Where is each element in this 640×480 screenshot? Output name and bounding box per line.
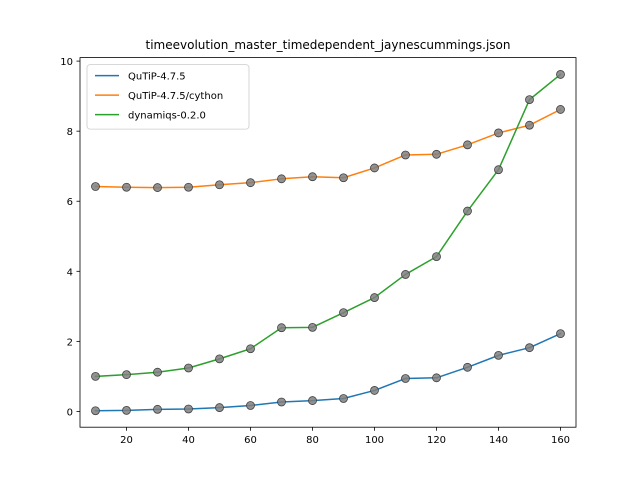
y-tick-label-3: 6 (67, 197, 73, 208)
y-tick-label-1: 2 (67, 337, 73, 348)
x-tick-label-3: 80 (306, 435, 319, 446)
data-point-0-10 (401, 374, 410, 383)
data-point-2-0 (91, 371, 100, 381)
y-tick-label-2: 4 (67, 267, 73, 278)
series-line-1 (94, 108, 562, 189)
data-point-0-8 (339, 394, 348, 403)
data-point-1-11 (432, 149, 441, 159)
data-point-2-13 (494, 165, 503, 175)
data-point-2-4 (215, 354, 224, 364)
x-tick-label-6: 140 (489, 435, 508, 446)
data-point-0-4 (215, 403, 224, 412)
data-point-0-0 (91, 406, 100, 416)
data-point-1-7 (308, 172, 317, 182)
x-tick-label-2: 60 (244, 435, 257, 446)
data-point-2-6 (277, 323, 286, 333)
data-point-0-12 (463, 362, 472, 372)
y-tick-label-5: 10 (60, 57, 73, 68)
data-point-1-0 (91, 182, 100, 191)
data-point-0-13 (494, 350, 503, 360)
data-point-2-7 (308, 322, 317, 332)
data-point-2-1 (122, 370, 131, 380)
data-point-1-13 (494, 128, 503, 138)
data-point-0-9 (370, 386, 379, 395)
data-point-2-11 (432, 252, 441, 261)
data-point-2-12 (463, 206, 472, 216)
series-line-2 (94, 73, 562, 378)
data-point-2-3 (184, 363, 193, 373)
data-point-2-2 (153, 367, 162, 377)
chart-title: timeevolution_master_timedependent_jayne… (146, 38, 511, 52)
data-point-0-14 (525, 343, 534, 353)
data-point-1-15 (556, 105, 565, 114)
series-line-0 (94, 332, 562, 412)
axes-frame (79, 57, 577, 428)
legend-label-1: QuTiP-4.7.5/cython (128, 91, 223, 102)
data-point-2-14 (525, 95, 534, 105)
data-point-2-9 (370, 293, 379, 302)
y-tick-label-4: 8 (67, 127, 73, 138)
legend-label-0: QuTiP-4.7.5 (128, 72, 186, 83)
data-point-0-7 (308, 396, 317, 405)
x-tick-label-4: 100 (365, 435, 384, 446)
plot-area: 20 40 60 80 100 120 140 1600246810QuTiP-4.7.5Qu… (60, 57, 577, 446)
data-point-1-12 (463, 140, 472, 150)
data-point-0-3 (184, 404, 193, 414)
legend-label-2: dynamiqs-0.2.0 (128, 111, 206, 122)
x-tick-label-1: 40 (182, 435, 195, 446)
data-point-2-10 (401, 270, 410, 279)
data-point-2-5 (246, 344, 255, 354)
data-point-0-6 (277, 397, 286, 407)
data-point-1-9 (370, 163, 379, 173)
data-point-1-1 (122, 182, 131, 192)
legend: QuTiP-4.7.5 QuTiP-4.7.5/cython dynamiqs-0.… (86, 64, 250, 130)
data-point-1-14 (525, 120, 534, 130)
data-point-0-1 (122, 405, 131, 415)
data-point-0-5 (246, 401, 255, 410)
data-point-2-8 (339, 308, 348, 318)
legend-box (86, 64, 250, 130)
data-point-1-4 (215, 180, 224, 190)
data-point-1-8 (339, 173, 348, 183)
x-tick-label-7: 160 (551, 435, 570, 446)
data-point-1-10 (401, 150, 410, 160)
data-point-0-2 (153, 404, 162, 414)
x-tick-label-5: 120 (427, 435, 446, 446)
x-tick-label-0: 20 (120, 435, 133, 446)
data-point-1-3 (184, 182, 193, 192)
data-point-2-15 (556, 70, 565, 79)
data-point-0-11 (432, 373, 441, 383)
data-point-1-2 (153, 183, 162, 192)
data-point-1-5 (246, 178, 255, 188)
data-point-1-6 (277, 174, 286, 184)
data-point-0-15 (556, 329, 565, 339)
y-tick-label-0: 0 (67, 407, 73, 418)
